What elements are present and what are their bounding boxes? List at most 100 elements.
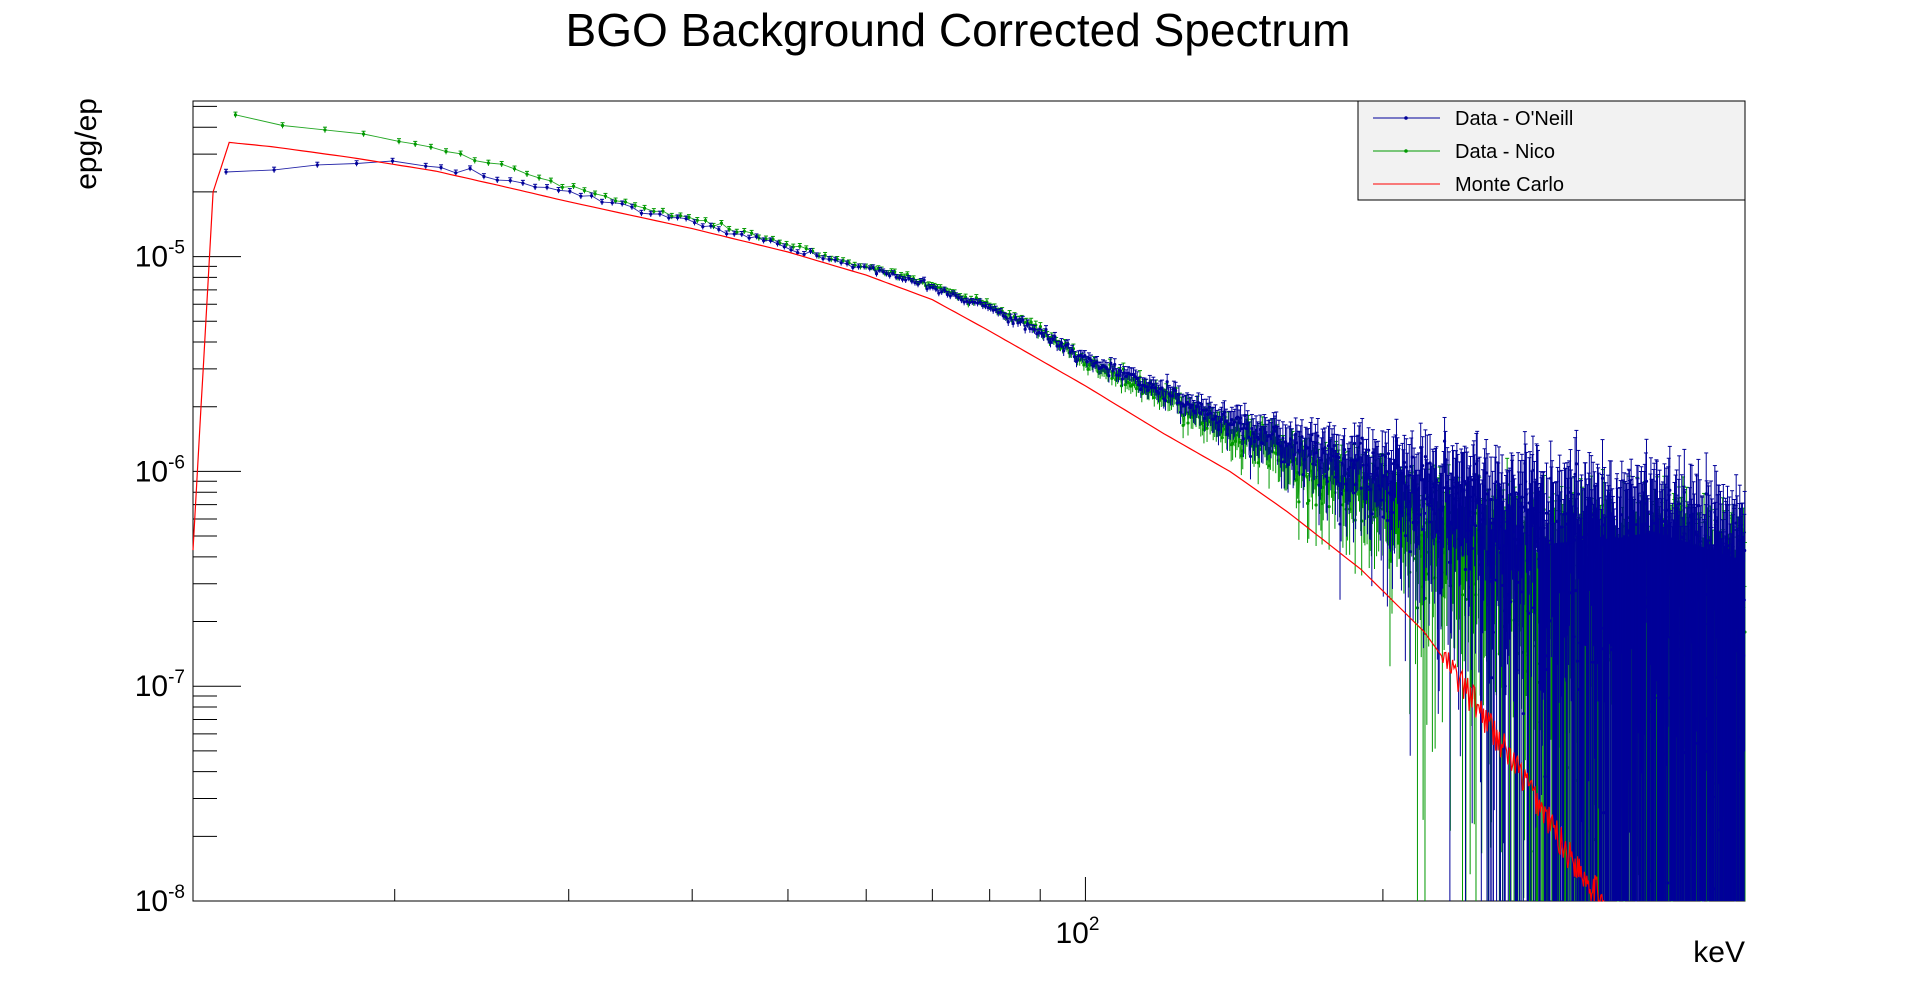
data-point — [1231, 441, 1235, 446]
data-point — [1225, 432, 1230, 436]
data-point — [1267, 464, 1271, 468]
data-point — [1087, 356, 1091, 360]
data-point — [1238, 440, 1242, 444]
x-axis-label: keV — [1693, 936, 1745, 969]
data-point — [1544, 654, 1548, 658]
y-tick-label: 10-8 — [135, 882, 185, 918]
data-point — [1323, 446, 1327, 450]
data-point — [981, 304, 985, 308]
data-point — [1038, 324, 1043, 329]
data-point — [833, 258, 837, 262]
data-point — [1009, 316, 1013, 320]
data-point — [1152, 395, 1156, 400]
data-point — [996, 311, 1000, 315]
data-point — [1337, 455, 1341, 460]
data-point — [1110, 376, 1114, 381]
data-point — [894, 275, 898, 279]
data-point — [1262, 427, 1266, 431]
data-point — [1470, 546, 1474, 551]
data-point — [1353, 518, 1357, 522]
data-point — [1175, 401, 1179, 405]
data-point — [1257, 437, 1261, 441]
data-point — [1204, 408, 1208, 412]
data-point — [1269, 437, 1273, 441]
data-point — [1085, 360, 1089, 364]
data-point — [642, 206, 647, 210]
data-point — [1068, 350, 1072, 354]
data-point — [482, 174, 486, 179]
data-point — [473, 158, 477, 163]
data-point — [1006, 320, 1010, 324]
data-point — [1023, 327, 1027, 331]
data-point — [272, 168, 276, 172]
data-point — [942, 288, 947, 292]
data-point — [897, 276, 901, 280]
data-point — [1042, 334, 1046, 339]
data-point — [1316, 434, 1320, 438]
data-point — [1515, 580, 1520, 584]
data-point — [919, 279, 923, 283]
data-point — [1403, 534, 1407, 538]
data-point — [1109, 361, 1113, 365]
data-point — [1190, 403, 1194, 407]
data-point — [1385, 518, 1389, 523]
data-point — [582, 188, 587, 193]
data-point — [280, 123, 285, 128]
data-point — [1526, 611, 1531, 615]
data-point — [687, 215, 691, 219]
data-point — [1181, 423, 1185, 427]
data-point — [1521, 712, 1525, 716]
data-point — [1423, 454, 1428, 459]
data-point — [1124, 374, 1128, 379]
data-point — [1494, 480, 1498, 484]
data-point — [444, 149, 448, 154]
data-point — [784, 242, 789, 246]
data-point — [1160, 386, 1164, 390]
data-point — [1407, 473, 1411, 477]
data-point — [1201, 408, 1205, 412]
data-point — [1410, 455, 1414, 459]
data-point — [1086, 367, 1090, 371]
data-point — [1460, 593, 1465, 597]
data-point — [397, 139, 401, 144]
data-point — [1521, 525, 1525, 529]
data-point — [361, 132, 366, 136]
data-point — [1220, 435, 1224, 440]
series-oneill — [224, 157, 1747, 902]
data-point — [525, 172, 529, 176]
data-point — [1013, 315, 1018, 320]
data-point — [1213, 414, 1218, 419]
data-point — [1390, 510, 1395, 515]
data-point — [1310, 433, 1314, 437]
data-point — [495, 178, 499, 182]
data-point — [1135, 377, 1139, 381]
data-point — [891, 271, 895, 275]
data-point — [1258, 427, 1262, 432]
x-tick-label: 102 — [1055, 914, 1099, 950]
data-point — [1648, 879, 1652, 883]
data-point — [1358, 441, 1362, 445]
data-point — [1120, 377, 1124, 381]
data-point — [796, 250, 800, 255]
data-point — [1531, 468, 1535, 472]
data-point — [815, 254, 819, 258]
data-point — [678, 214, 683, 218]
data-point — [1270, 432, 1274, 436]
data-point — [661, 209, 665, 213]
y-tick-label: 10-7 — [135, 667, 185, 703]
data-point — [1420, 464, 1425, 468]
data-point — [1544, 511, 1549, 515]
data-point — [888, 274, 892, 278]
data-point — [1070, 348, 1074, 352]
data-point — [589, 194, 594, 198]
data-point — [630, 205, 634, 209]
data-point — [1425, 572, 1429, 576]
data-point — [633, 203, 637, 208]
data-point — [868, 266, 872, 271]
data-point — [1144, 385, 1148, 389]
data-point — [1028, 327, 1032, 331]
data-point — [1148, 381, 1152, 385]
data-point — [1418, 513, 1422, 517]
data-point — [1206, 412, 1210, 417]
